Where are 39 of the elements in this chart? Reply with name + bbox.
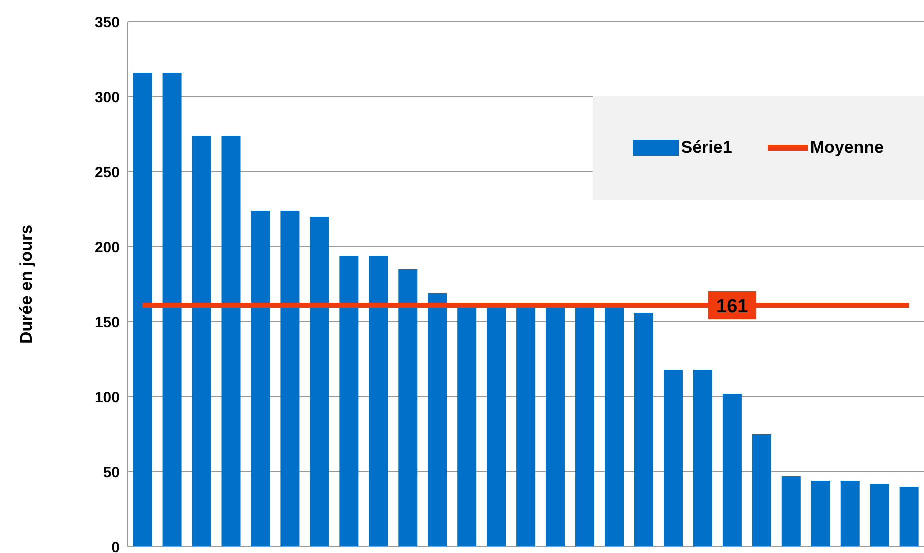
bar [398, 270, 418, 547]
y-tick-label: 350 [94, 14, 120, 32]
bar [222, 136, 241, 547]
y-tick-label: 150 [94, 314, 120, 332]
bar [546, 307, 566, 547]
bar [664, 370, 683, 547]
y-tick-label: 200 [94, 239, 120, 256]
data-label: 161 [716, 296, 749, 318]
y-tick-label: 300 [94, 89, 120, 106]
bar [782, 476, 801, 547]
bar [133, 73, 152, 547]
bar [162, 73, 182, 547]
bar [458, 307, 477, 547]
bar [516, 307, 536, 547]
bar [192, 136, 212, 547]
bar [634, 313, 654, 547]
legend-label: Série1 [681, 138, 732, 158]
bar [428, 294, 448, 547]
bar [870, 484, 890, 547]
bar [487, 307, 506, 547]
bar [605, 307, 624, 547]
bar [251, 211, 270, 547]
bar [811, 481, 830, 547]
bar [576, 307, 595, 547]
bar [722, 394, 742, 547]
bar [900, 487, 919, 547]
bar [310, 217, 330, 547]
y-tick-label: 100 [94, 389, 120, 406]
legend-label: Moyenne [810, 138, 884, 158]
bar [280, 211, 300, 547]
bar [693, 370, 712, 547]
bar [340, 256, 359, 547]
y-tick-label: 0 [112, 539, 120, 553]
y-tick-label: 50 [103, 464, 120, 482]
bar [840, 481, 860, 547]
bar [369, 256, 388, 547]
y-tick-label: 250 [94, 164, 120, 182]
bar [752, 434, 772, 547]
y-axis-title: Durée en jours [17, 224, 36, 344]
